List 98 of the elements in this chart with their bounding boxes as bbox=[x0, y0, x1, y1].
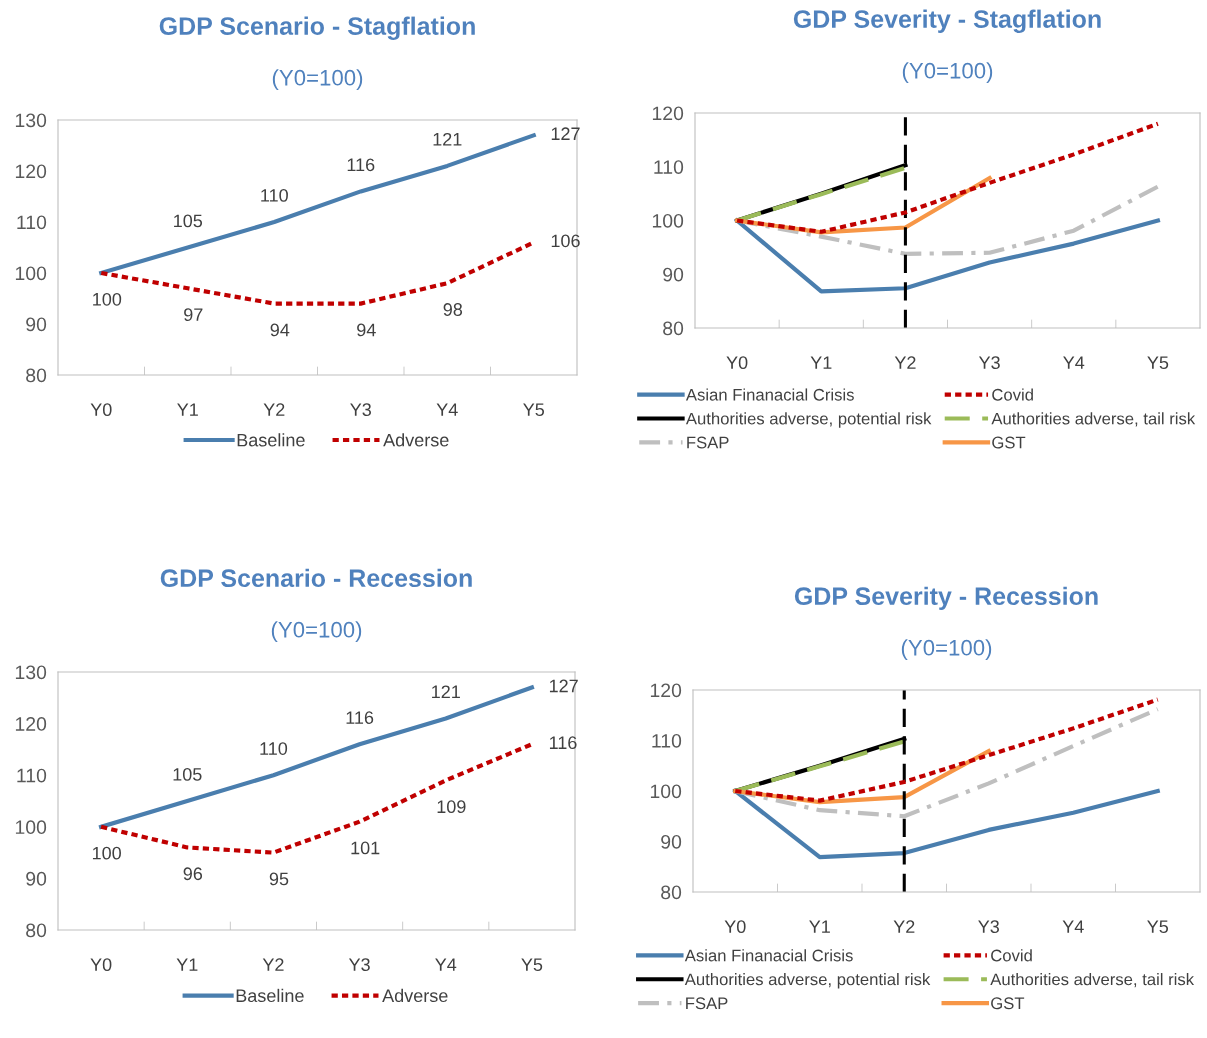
y-tick-label: 110 bbox=[17, 215, 47, 230]
legend-label: Baseline bbox=[237, 433, 305, 447]
y-tick-label: 100 bbox=[650, 784, 682, 799]
chart-title: GDP Scenario - Recession bbox=[160, 568, 472, 588]
data-label: 106 bbox=[551, 234, 580, 248]
x-tick-label: Y3 bbox=[978, 356, 1000, 370]
y-tick-label: 130 bbox=[15, 665, 47, 680]
y-tick-label: 120 bbox=[652, 106, 684, 121]
x-tick-label: Y3 bbox=[350, 403, 371, 417]
x-tick-label: Y5 bbox=[1147, 356, 1169, 370]
y-tick-label: 80 bbox=[661, 885, 682, 900]
data-label: 116 bbox=[347, 158, 375, 172]
x-tick-label: Y2 bbox=[894, 356, 916, 369]
x-tick-label: Y5 bbox=[521, 958, 543, 972]
data-label: 116 bbox=[346, 711, 374, 724]
x-tick-label: Y0 bbox=[724, 920, 746, 934]
chart-title: GDP Scenario - Stagflation bbox=[159, 16, 475, 40]
legend-label: FSAP bbox=[687, 436, 729, 449]
y-tick-label: 110 bbox=[652, 733, 682, 748]
data-label: 100 bbox=[93, 292, 122, 306]
legend-label: GST bbox=[992, 436, 1026, 449]
x-tick-label: Y2 bbox=[262, 958, 284, 971]
data-label: 109 bbox=[437, 800, 466, 814]
x-tick-label: Y1 bbox=[809, 920, 830, 933]
x-tick-label: Y4 bbox=[435, 958, 457, 971]
legend-label: Adverse bbox=[383, 433, 449, 447]
y-tick-label: 120 bbox=[650, 683, 682, 698]
x-tick-label: Y0 bbox=[90, 958, 112, 972]
chart-subtitle: (Y0=100) bbox=[902, 62, 993, 83]
x-tick-label: Y4 bbox=[436, 403, 458, 416]
legend-label: FSAP bbox=[686, 997, 728, 1010]
x-tick-label: Y0 bbox=[726, 356, 748, 370]
x-tick-label: Y3 bbox=[978, 920, 999, 934]
y-tick-label: 80 bbox=[26, 368, 47, 383]
line-series bbox=[99, 133, 536, 276]
y-tick-label: 90 bbox=[661, 834, 682, 849]
data-label: 94 bbox=[270, 323, 290, 337]
y-tick-label: 100 bbox=[652, 213, 684, 228]
legend-label: Authorities adverse, potential risk bbox=[684, 973, 931, 989]
y-tick-label: 100 bbox=[15, 820, 47, 835]
data-label: 96 bbox=[183, 867, 203, 881]
data-label: 121 bbox=[433, 132, 462, 146]
legend-label: Baseline bbox=[236, 988, 304, 1003]
legend-label: Asian Finanacial Crisis bbox=[684, 949, 853, 962]
line-series bbox=[734, 121, 1161, 234]
y-tick-label: 110 bbox=[654, 160, 684, 174]
data-label: 97 bbox=[184, 308, 203, 322]
y-tick-label: 80 bbox=[26, 923, 47, 938]
x-tick-label: Y1 bbox=[176, 958, 198, 971]
y-tick-label: 120 bbox=[15, 717, 47, 731]
x-tick-label: Y0 bbox=[90, 403, 112, 417]
x-tick-label: Y1 bbox=[810, 356, 832, 369]
data-label: 101 bbox=[351, 841, 380, 855]
y-tick-label: 80 bbox=[663, 321, 684, 336]
legend-label: Adverse bbox=[382, 988, 448, 1003]
x-tick-label: Y5 bbox=[523, 403, 545, 417]
x-tick-label: Y5 bbox=[1147, 920, 1169, 934]
y-tick-label: 110 bbox=[17, 768, 47, 783]
data-label: 127 bbox=[551, 127, 580, 140]
line-series bbox=[734, 218, 1161, 294]
legend-label: Covid bbox=[992, 388, 1033, 401]
data-label: 105 bbox=[174, 214, 203, 228]
line-series bbox=[733, 788, 1160, 860]
legend-label: Authorities adverse, potential risk bbox=[685, 412, 932, 428]
chart-subtitle: (Y0=100) bbox=[272, 69, 363, 90]
legend-label: Covid bbox=[991, 949, 1032, 962]
data-label: 110 bbox=[260, 742, 288, 755]
legend-label: Authorities adverse, tail risk bbox=[991, 412, 1196, 427]
legend-label: Authorities adverse, tail risk bbox=[990, 973, 1195, 988]
x-tick-label: Y2 bbox=[263, 403, 285, 416]
data-label: 121 bbox=[432, 685, 460, 699]
data-label: 95 bbox=[269, 872, 289, 886]
y-tick-label: 100 bbox=[15, 266, 47, 281]
chart-title: GDP Severity - Recession bbox=[794, 586, 1098, 610]
data-label: 116 bbox=[549, 736, 577, 750]
line-series bbox=[98, 685, 535, 829]
x-tick-label: Y1 bbox=[177, 403, 198, 416]
x-tick-label: Y4 bbox=[1062, 920, 1084, 933]
y-tick-label: 90 bbox=[663, 267, 684, 282]
chart-title: GDP Severity - Stagflation bbox=[793, 9, 1101, 33]
x-tick-label: Y4 bbox=[1063, 356, 1085, 369]
data-label: 98 bbox=[443, 303, 463, 316]
y-tick-label: 130 bbox=[15, 113, 47, 128]
y-tick-label: 120 bbox=[15, 164, 47, 179]
x-tick-label: Y2 bbox=[893, 920, 915, 933]
data-label: 110 bbox=[261, 188, 288, 202]
y-tick-label: 90 bbox=[26, 871, 47, 886]
y-tick-label: 90 bbox=[26, 317, 47, 332]
x-tick-label: Y3 bbox=[348, 958, 370, 972]
chart-subtitle: (Y0=100) bbox=[901, 639, 992, 660]
data-label: 105 bbox=[173, 767, 202, 781]
legend-label: GST bbox=[991, 997, 1025, 1010]
chart-subtitle: (Y0=100) bbox=[271, 621, 362, 642]
legend-label: Asian Finanacial Crisis bbox=[685, 388, 854, 401]
data-label: 94 bbox=[357, 323, 376, 337]
data-label: 127 bbox=[549, 679, 578, 693]
data-label: 100 bbox=[92, 846, 121, 860]
line-series bbox=[733, 697, 1160, 803]
